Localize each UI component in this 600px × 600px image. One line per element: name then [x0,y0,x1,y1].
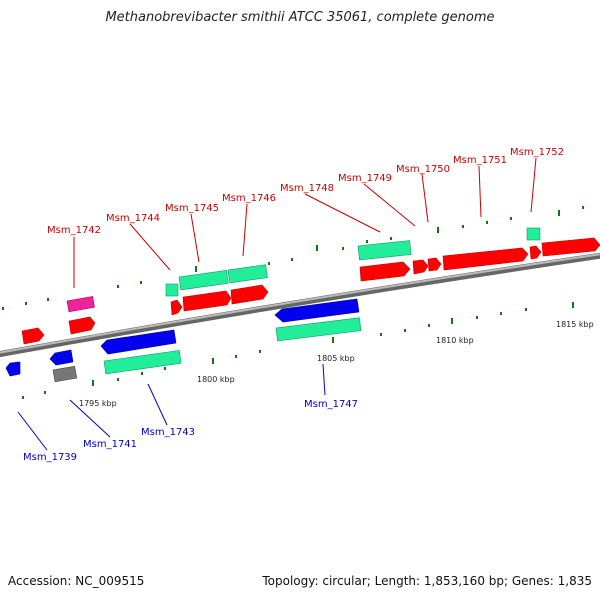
scale-labels: 1795 kbp 1800 kbp 1805 kbp 1810 kbp 1815… [79,320,594,408]
gene-label-msm-1743: Msm_1743 [141,427,195,438]
forward-cds-arrow [170,299,183,316]
gene-label-msm-1745: Msm_1745 [165,203,219,214]
gene-label-msm-1742: Msm_1742 [47,225,101,236]
forward-cds-arrow [359,261,411,282]
forward-cds-arrow [21,327,45,345]
accession-text: Accession: NC_009515 [8,574,145,588]
scale-label-1810: 1810 kbp [436,336,474,345]
gene-feature [357,240,412,261]
gene-label-msm-1750: Msm_1750 [396,164,450,175]
gene-feature [227,264,268,284]
forward-cds-arrow [529,245,542,260]
gene-label-msm-1749: Msm_1749 [338,173,392,184]
gene-label-msm-1744: Msm_1744 [106,213,160,224]
pseudo-feature [52,365,78,383]
gene-feature [526,227,541,241]
gene-labels: Msm_1742 Msm_1744 Msm_1745 Msm_1746 Msm_… [23,147,564,463]
gene-label-msm-1751: Msm_1751 [453,155,507,166]
backbone [0,252,600,358]
gene-feature [103,350,182,375]
scale-label-1815: 1815 kbp [556,320,594,329]
gene-feature [178,269,229,291]
gene-feature [165,283,179,297]
forward-cds-arrow [230,284,269,305]
forward-cds-arrow [541,237,600,257]
forward-cds-arrow [182,290,232,312]
scale-label-1805: 1805 kbp [317,354,355,363]
gene-label-msm-1746: Msm_1746 [222,193,276,204]
gene-label-msm-1739: Msm_1739 [23,452,77,463]
leader-lines [17,157,537,451]
forward-cds-arrow [427,257,442,272]
gene-label-msm-1748: Msm_1748 [280,183,334,194]
forward-features [21,227,600,345]
forward-cds-arrow [412,259,429,275]
scale-label-1800: 1800 kbp [197,375,235,384]
reverse-cds-arrow [274,298,360,323]
gene-feature [275,317,362,342]
forward-cds-arrow [442,247,529,271]
forward-cds-arrow [68,316,96,335]
gene-label-msm-1752: Msm_1752 [510,147,564,158]
scale-label-1795: 1795 kbp [79,399,117,408]
reverse-cds-arrow [100,329,177,355]
ticks [2,206,584,399]
reverse-features [5,298,362,383]
map-title: Methanobrevibacter smithii ATCC 35061, c… [105,10,495,25]
gene-label-msm-1747: Msm_1747 [304,399,358,410]
reverse-cds-arrow [49,349,74,366]
genome-summary-text: Topology: circular; Length: 1,853,160 bp… [262,574,592,588]
gene-label-msm-1741: Msm_1741 [83,439,137,450]
rna-feature [66,296,95,313]
reverse-cds-arrow [5,361,21,377]
